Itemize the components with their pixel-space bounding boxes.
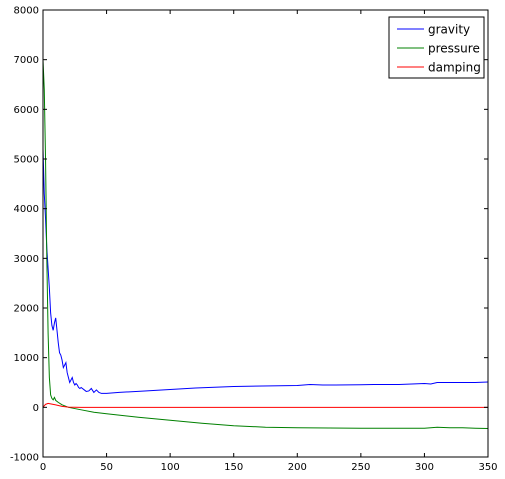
y-tick-label: 4000 bbox=[14, 204, 39, 215]
legend-label-pressure: pressure bbox=[428, 42, 480, 56]
series-line-gravity bbox=[43, 149, 488, 394]
legend-label-damping: damping bbox=[428, 61, 481, 75]
y-tick-label: 2000 bbox=[14, 304, 39, 315]
legend: gravity pressure damping bbox=[388, 16, 485, 79]
y-tick-label: 5000 bbox=[14, 155, 39, 166]
x-tick-label: 250 bbox=[351, 462, 370, 473]
y-tick-label: 7000 bbox=[14, 55, 39, 66]
y-tick-label: 0 bbox=[33, 403, 39, 414]
y-tick-label: 8000 bbox=[14, 6, 39, 17]
plot-area bbox=[43, 59, 488, 429]
x-tick-label: 100 bbox=[161, 462, 180, 473]
axes: 0 50 100 150 200 250 300 350-100001000200030004… bbox=[10, 6, 498, 474]
y-tick-label: 1000 bbox=[14, 353, 39, 364]
x-tick-label: 300 bbox=[415, 462, 434, 473]
legend-label-gravity: gravity bbox=[428, 23, 470, 37]
x-tick-label: 350 bbox=[478, 462, 497, 473]
y-tick-label: -1000 bbox=[10, 453, 39, 464]
x-tick-label: 200 bbox=[288, 462, 307, 473]
y-tick-label: 3000 bbox=[14, 254, 39, 265]
series-line-damping bbox=[43, 402, 488, 408]
series-line-pressure bbox=[43, 59, 488, 429]
plot-frame bbox=[42, 9, 489, 458]
y-tick-label: 6000 bbox=[14, 105, 39, 116]
x-tick-label: 0 bbox=[40, 462, 46, 473]
x-tick-label: 50 bbox=[100, 462, 113, 473]
x-tick-label: 150 bbox=[224, 462, 243, 473]
